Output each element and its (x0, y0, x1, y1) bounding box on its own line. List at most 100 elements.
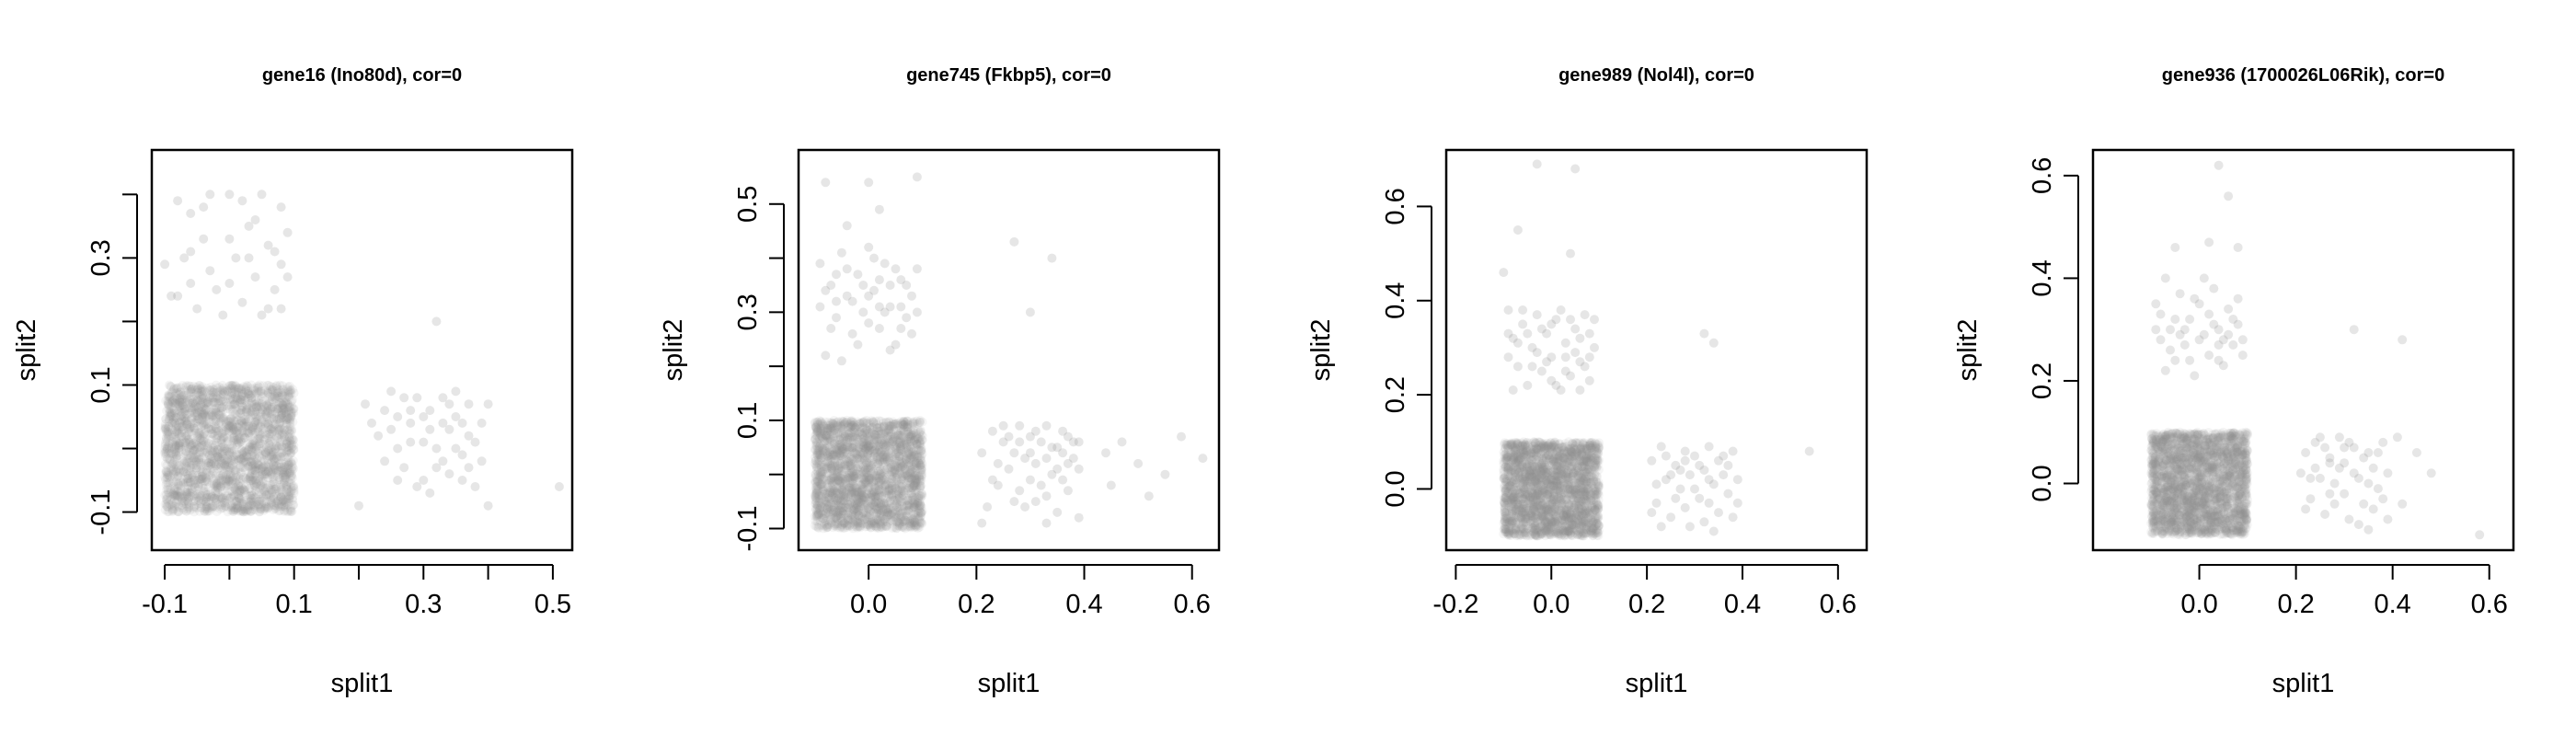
data-point (170, 442, 180, 452)
data-point (243, 460, 253, 470)
data-point (183, 471, 193, 481)
data-point (203, 397, 213, 408)
data-point (876, 447, 886, 457)
data-point (857, 482, 868, 492)
data-point (278, 404, 287, 414)
data-point (227, 455, 237, 466)
data-point (861, 473, 871, 483)
data-point (258, 445, 268, 455)
data-point (201, 472, 211, 482)
data-point (845, 520, 855, 530)
data-point (831, 443, 841, 453)
data-point (197, 467, 207, 477)
data-point (165, 477, 175, 488)
data-point (188, 470, 198, 480)
data-point (200, 433, 210, 443)
data-point (270, 456, 280, 466)
data-point (210, 385, 220, 395)
data-point (269, 492, 279, 502)
data-point (895, 510, 905, 519)
data-point (270, 463, 280, 473)
data-point (162, 501, 172, 512)
data-point (259, 503, 270, 513)
data-point (868, 431, 879, 442)
data-point (887, 481, 897, 491)
data-point (263, 458, 273, 468)
data-point (213, 431, 223, 441)
data-point (822, 420, 833, 430)
data-point (274, 459, 284, 469)
data-point (226, 413, 236, 423)
data-point (254, 507, 264, 517)
data-point (218, 412, 228, 422)
data-point (233, 491, 243, 501)
data-point (902, 459, 911, 469)
data-point (211, 480, 221, 489)
data-point (177, 419, 187, 429)
data-point (866, 519, 876, 529)
data-point (913, 498, 923, 508)
data-point (230, 505, 240, 515)
data-point (914, 492, 923, 502)
data-point (191, 444, 201, 454)
data-point (910, 471, 920, 480)
data-point (245, 491, 255, 500)
data-point (880, 487, 889, 496)
data-point (820, 496, 830, 506)
data-point (187, 485, 197, 495)
data-point (213, 387, 224, 397)
data-point (236, 495, 246, 505)
data-point (177, 397, 187, 407)
data-point (854, 511, 864, 521)
data-point (822, 482, 833, 492)
data-point (205, 492, 215, 502)
data-point (229, 416, 238, 425)
data-point (208, 443, 218, 453)
data-point (836, 451, 846, 460)
data-point (909, 516, 919, 526)
data-point (233, 393, 243, 403)
data-point (165, 475, 175, 485)
data-point (241, 480, 251, 489)
data-point (181, 487, 191, 497)
data-point (267, 452, 276, 462)
data-point (204, 458, 214, 467)
data-point (246, 408, 256, 419)
data-point (817, 419, 827, 429)
data-point (161, 468, 171, 477)
data-point (844, 521, 854, 531)
data-point (177, 397, 187, 408)
data-point (258, 391, 268, 401)
data-point (216, 461, 226, 471)
data-point (874, 499, 884, 508)
data-point (851, 462, 861, 472)
data-point (257, 190, 267, 200)
data-point (903, 421, 913, 431)
data-point (204, 412, 214, 422)
data-point (283, 385, 293, 396)
data-point (281, 469, 291, 479)
data-point (249, 465, 259, 475)
data-point (161, 452, 170, 462)
data-point (811, 496, 821, 505)
data-point (819, 445, 829, 455)
data-point (182, 419, 192, 429)
data-point (214, 382, 224, 392)
data-point (245, 438, 255, 448)
data-point (419, 437, 429, 447)
data-point (217, 402, 227, 412)
data-point (819, 452, 829, 462)
data-point (184, 423, 194, 433)
data-point (264, 397, 274, 407)
data-point (862, 454, 872, 465)
data-point (425, 488, 435, 498)
data-point (184, 488, 194, 498)
data-point (287, 401, 296, 411)
data-point (236, 408, 246, 418)
data-point (264, 489, 274, 500)
data-point (903, 427, 913, 437)
data-point (204, 456, 213, 466)
data-point (275, 466, 285, 476)
data-point (853, 517, 863, 527)
data-point (205, 385, 215, 395)
